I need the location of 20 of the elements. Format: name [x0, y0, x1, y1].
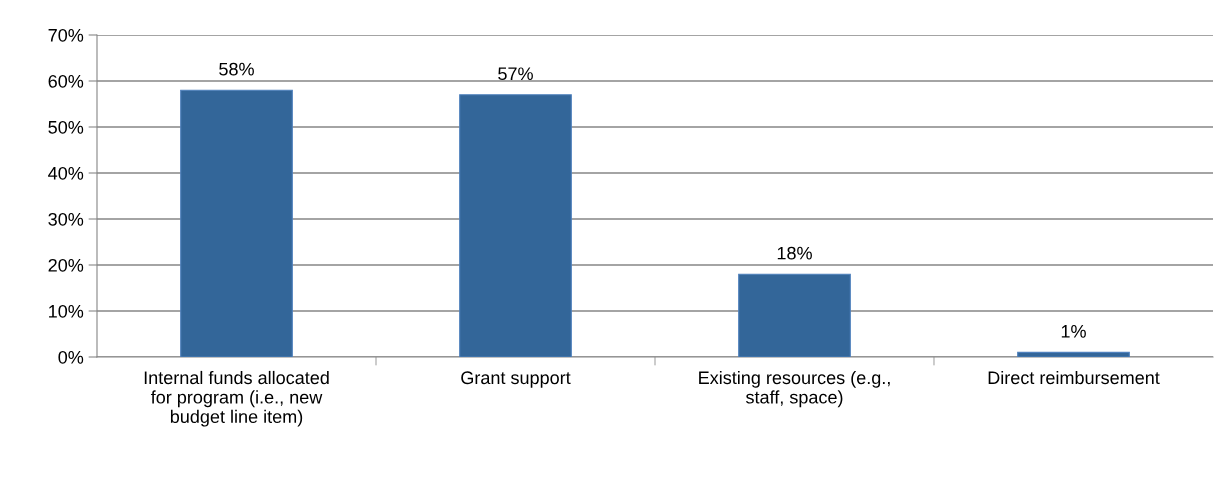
- y-tick-label: 50%: [48, 120, 84, 134]
- y-tick-label: 40%: [48, 166, 84, 180]
- bar: [459, 94, 572, 357]
- bar: [738, 273, 851, 357]
- y-tick-label: 30%: [48, 212, 84, 226]
- x-tick-label: Grant support: [461, 371, 571, 388]
- x-tick-label: Existing resources (e.g., staff, space): [699, 370, 890, 408]
- y-tick-label: 70%: [48, 28, 84, 42]
- data-label: 1%: [1061, 325, 1086, 338]
- y-tick-label: 20%: [48, 258, 84, 272]
- bar: [1017, 351, 1130, 357]
- data-label: 18%: [777, 246, 812, 260]
- data-label: 58%: [219, 62, 254, 76]
- data-label: 57%: [498, 67, 533, 81]
- y-tick-label: 10%: [49, 304, 84, 318]
- y-tick-label: 60%: [48, 74, 84, 88]
- y-tick-label: 0%: [58, 350, 84, 364]
- bar: [180, 89, 293, 357]
- x-tick-label: Internal funds allocated for program (i.e., new budget line item): [144, 370, 329, 427]
- x-tick-label: Direct reimbursement: [988, 370, 1160, 385]
